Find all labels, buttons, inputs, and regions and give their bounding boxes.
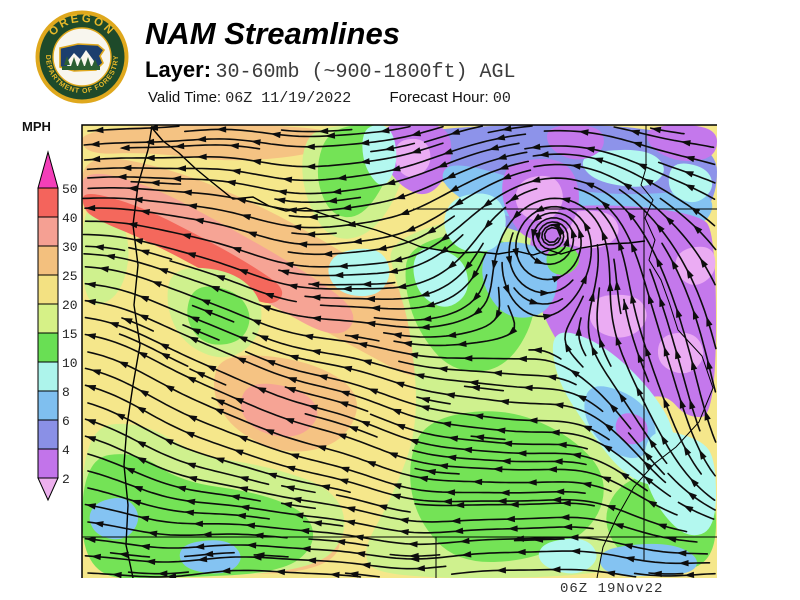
legend-tick-label: 15 xyxy=(62,327,78,342)
legend-band-10-15 xyxy=(37,332,59,363)
legend-tick-label: 10 xyxy=(62,356,78,371)
legend-units-label: MPH xyxy=(22,119,51,134)
legend-tick-label: 30 xyxy=(62,240,78,255)
legend-band-15-20 xyxy=(37,303,59,334)
emblem-trees xyxy=(64,56,98,66)
legend-arrow-under-min xyxy=(37,477,59,502)
streamlines-layer xyxy=(82,125,717,578)
header: OREGON DEPARTMENT OF FORESTRY NAM Stream… xyxy=(0,0,800,118)
layer-value: 30-60mb (~900-1800ft) AGL xyxy=(215,61,516,84)
streamline-arrowheads xyxy=(85,125,713,578)
legend-band-8-10 xyxy=(37,361,59,392)
legend-band-4-6 xyxy=(37,419,59,450)
wind-speed-region xyxy=(675,246,716,285)
wind-speed-region xyxy=(179,540,241,574)
legend-band-2-4 xyxy=(37,448,59,479)
valid-time-line: Valid Time: 06Z 11/19/2022 Forecast Hour… xyxy=(148,89,511,107)
legend-tick-label: 50 xyxy=(62,182,78,197)
valid-time-label: Valid Time: xyxy=(148,89,222,106)
geographic-boundaries xyxy=(82,125,717,578)
legend-tick-label: 8 xyxy=(62,385,70,400)
wind-speed-region xyxy=(515,175,563,221)
forecast-hour-value: 00 xyxy=(492,90,511,107)
legend-tick-label: 6 xyxy=(62,414,70,429)
wind-speed-region xyxy=(538,538,597,574)
odf-logo: OREGON DEPARTMENT OF FORESTRY xyxy=(35,10,129,104)
map-timestamp: 06Z 19Nov22 xyxy=(560,581,664,597)
wind-speed-region xyxy=(588,294,647,338)
columbia-river-border xyxy=(151,127,646,256)
legend-tick-label: 25 xyxy=(62,269,78,284)
emblem-ground xyxy=(62,66,100,70)
forecast-hour-label: Forecast Hour: xyxy=(389,89,489,106)
legend-tick-label: 4 xyxy=(62,443,70,458)
legend-band-6-8 xyxy=(37,390,59,421)
coastline xyxy=(123,125,153,578)
legend-tick-label: 20 xyxy=(62,298,78,313)
legend-band-25-30 xyxy=(37,245,59,276)
legend-band-20-25 xyxy=(37,274,59,305)
map-border xyxy=(81,124,717,578)
wind-speed-field xyxy=(82,125,717,578)
legend-band-40-50 xyxy=(37,187,59,218)
legend-arrow-over-max xyxy=(37,150,59,189)
valid-time-value: 06Z 11/19/2022 xyxy=(225,90,352,107)
layer-line: Layer: 30-60mb (~900-1800ft) AGL xyxy=(145,57,516,84)
legend-tick-label: 2 xyxy=(62,472,70,487)
legend-band-30-40 xyxy=(37,216,59,247)
page-title: NAM Streamlines xyxy=(145,16,400,51)
layer-label: Layer: xyxy=(145,57,212,82)
logo-oregon-emblem xyxy=(59,43,106,72)
legend-tick-label: 40 xyxy=(62,211,78,226)
map-frame xyxy=(81,124,717,578)
wind-speed-region xyxy=(547,125,604,160)
legend-colorbar: 50 40 30 25 20 15 10 8 6 4 2 MPH xyxy=(22,119,78,502)
